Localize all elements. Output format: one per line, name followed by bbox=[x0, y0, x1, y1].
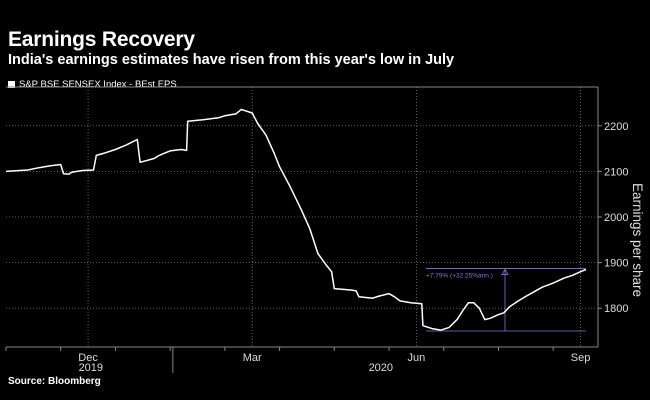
legend-swatch bbox=[8, 81, 15, 88]
y-tick-label-1900: 1900 bbox=[604, 258, 628, 270]
y-axis-label: Earnings per share bbox=[630, 183, 645, 297]
annotation-label: +7.79% (+32.25%ann.) bbox=[426, 273, 493, 280]
legend-label: S&P BSE SENSEX Index - BEst EPS bbox=[19, 79, 177, 90]
change-annotation: +7.79% (+32.25%ann.) bbox=[426, 268, 586, 332]
annotation-arrow bbox=[501, 268, 509, 275]
legend: S&P BSE SENSEX Index - BEst EPS bbox=[8, 79, 177, 90]
x-tick-label-jun: Jun bbox=[408, 352, 426, 364]
y-tick-label-2100: 2100 bbox=[604, 166, 628, 178]
y-axis-ticks: 1800 1900 2000 2100 2200 bbox=[598, 121, 628, 315]
chart-title: Earnings Recovery bbox=[8, 28, 195, 51]
x-tick-label-sep: Sep bbox=[571, 352, 591, 364]
y-tick-label-2200: 2200 bbox=[604, 121, 628, 133]
x-year-label-2019: 2019 bbox=[79, 362, 103, 374]
y-tick-label-1800: 1800 bbox=[604, 303, 628, 315]
x-axis-ticks bbox=[5, 347, 554, 373]
x-tick-label-mar: Mar bbox=[243, 352, 262, 364]
x-year-label-2020: 2020 bbox=[369, 362, 393, 374]
source-note: Source: Bloomberg bbox=[8, 376, 101, 387]
chart-subtitle: India's earnings estimates have risen fr… bbox=[8, 52, 455, 68]
series-line-eps bbox=[5, 108, 587, 331]
y-tick-label-2000: 2000 bbox=[604, 212, 628, 224]
x-tick-label-dec: Dec bbox=[78, 352, 98, 364]
